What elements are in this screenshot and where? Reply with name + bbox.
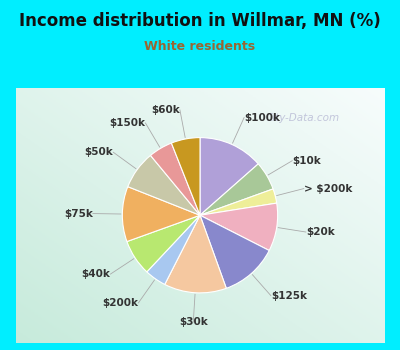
Text: White residents: White residents xyxy=(144,40,256,53)
Wedge shape xyxy=(165,215,226,293)
Text: City-Data.com: City-Data.com xyxy=(266,113,340,123)
Text: $200k: $200k xyxy=(102,298,138,308)
Wedge shape xyxy=(200,164,273,215)
Wedge shape xyxy=(200,203,278,251)
Wedge shape xyxy=(128,155,200,215)
Wedge shape xyxy=(122,187,200,242)
Text: $40k: $40k xyxy=(82,269,110,279)
Text: $60k: $60k xyxy=(151,105,180,115)
Text: $30k: $30k xyxy=(179,317,208,327)
Wedge shape xyxy=(200,215,269,288)
Text: Income distribution in Willmar, MN (%): Income distribution in Willmar, MN (%) xyxy=(19,12,381,30)
Text: $75k: $75k xyxy=(64,209,93,218)
Wedge shape xyxy=(200,138,258,215)
Text: $125k: $125k xyxy=(271,290,307,301)
Text: > $200k: > $200k xyxy=(304,184,352,194)
Wedge shape xyxy=(200,189,277,215)
Text: $150k: $150k xyxy=(110,118,146,128)
Wedge shape xyxy=(150,143,200,215)
Text: $10k: $10k xyxy=(292,156,321,166)
Wedge shape xyxy=(147,215,200,285)
Text: $100k: $100k xyxy=(244,113,280,122)
Wedge shape xyxy=(172,138,200,215)
Text: $50k: $50k xyxy=(84,147,113,157)
Text: $20k: $20k xyxy=(306,227,334,237)
Wedge shape xyxy=(127,215,200,272)
